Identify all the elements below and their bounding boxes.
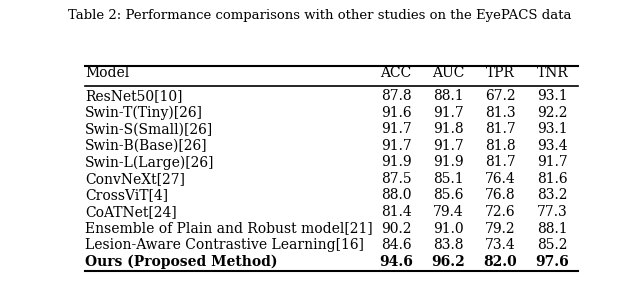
Text: 97.6: 97.6 xyxy=(536,255,570,269)
Text: Table 2: Performance comparisons with other studies on the EyePACS data: Table 2: Performance comparisons with ot… xyxy=(68,9,572,22)
Text: 77.3: 77.3 xyxy=(537,205,568,219)
Text: 93.1: 93.1 xyxy=(537,122,568,136)
Text: Ours (Proposed Method): Ours (Proposed Method) xyxy=(85,255,278,269)
Text: 88.0: 88.0 xyxy=(381,188,412,202)
Text: 92.2: 92.2 xyxy=(537,106,568,120)
Text: 94.6: 94.6 xyxy=(380,255,413,269)
Text: 81.8: 81.8 xyxy=(485,139,516,153)
Text: 88.1: 88.1 xyxy=(433,89,463,103)
Text: 81.3: 81.3 xyxy=(485,106,516,120)
Text: CoATNet[24]: CoATNet[24] xyxy=(85,205,177,219)
Text: TPR: TPR xyxy=(486,65,515,79)
Text: 82.0: 82.0 xyxy=(483,255,517,269)
Text: 79.2: 79.2 xyxy=(485,221,516,236)
Text: Swin-S(Small)[26]: Swin-S(Small)[26] xyxy=(85,122,213,136)
Text: AUC: AUC xyxy=(432,65,465,79)
Text: 93.4: 93.4 xyxy=(537,139,568,153)
Text: 81.7: 81.7 xyxy=(485,155,516,169)
Text: ConvNeXt[27]: ConvNeXt[27] xyxy=(85,172,185,186)
Text: 81.4: 81.4 xyxy=(381,205,412,219)
Text: 96.2: 96.2 xyxy=(431,255,465,269)
Text: 85.6: 85.6 xyxy=(433,188,463,202)
Text: 91.7: 91.7 xyxy=(381,139,412,153)
Text: CrossViT[4]: CrossViT[4] xyxy=(85,188,168,202)
Text: ResNet50[10]: ResNet50[10] xyxy=(85,89,182,103)
Text: 81.7: 81.7 xyxy=(485,122,516,136)
Text: 91.9: 91.9 xyxy=(381,155,412,169)
Text: 72.6: 72.6 xyxy=(485,205,516,219)
Text: 87.8: 87.8 xyxy=(381,89,412,103)
Text: 91.7: 91.7 xyxy=(381,122,412,136)
Text: 91.6: 91.6 xyxy=(381,106,412,120)
Text: 83.8: 83.8 xyxy=(433,238,463,252)
Text: 85.1: 85.1 xyxy=(433,172,463,186)
Text: 90.2: 90.2 xyxy=(381,221,412,236)
Text: 88.1: 88.1 xyxy=(537,221,568,236)
Text: 87.5: 87.5 xyxy=(381,172,412,186)
Text: Swin-L(Large)[26]: Swin-L(Large)[26] xyxy=(85,155,214,170)
Text: 91.0: 91.0 xyxy=(433,221,463,236)
Text: 83.2: 83.2 xyxy=(537,188,568,202)
Text: 91.7: 91.7 xyxy=(537,155,568,169)
Text: 79.4: 79.4 xyxy=(433,205,463,219)
Text: 76.8: 76.8 xyxy=(485,188,516,202)
Text: 73.4: 73.4 xyxy=(485,238,516,252)
Text: Swin-B(Base)[26]: Swin-B(Base)[26] xyxy=(85,139,207,153)
Text: 91.8: 91.8 xyxy=(433,122,463,136)
Text: Ensemble of Plain and Robust model[21]: Ensemble of Plain and Robust model[21] xyxy=(85,221,372,236)
Text: 85.2: 85.2 xyxy=(537,238,568,252)
Text: 93.1: 93.1 xyxy=(537,89,568,103)
Text: 84.6: 84.6 xyxy=(381,238,412,252)
Text: Lesion-Aware Contrastive Learning[16]: Lesion-Aware Contrastive Learning[16] xyxy=(85,238,364,252)
Text: TNR: TNR xyxy=(536,65,568,79)
Text: Model: Model xyxy=(85,65,129,79)
Text: ACC: ACC xyxy=(381,65,412,79)
Text: 81.6: 81.6 xyxy=(537,172,568,186)
Text: 91.9: 91.9 xyxy=(433,155,463,169)
Text: 91.7: 91.7 xyxy=(433,106,463,120)
Text: 76.4: 76.4 xyxy=(485,172,516,186)
Text: 91.7: 91.7 xyxy=(433,139,463,153)
Text: Swin-T(Tiny)[26]: Swin-T(Tiny)[26] xyxy=(85,105,203,120)
Text: 67.2: 67.2 xyxy=(485,89,516,103)
